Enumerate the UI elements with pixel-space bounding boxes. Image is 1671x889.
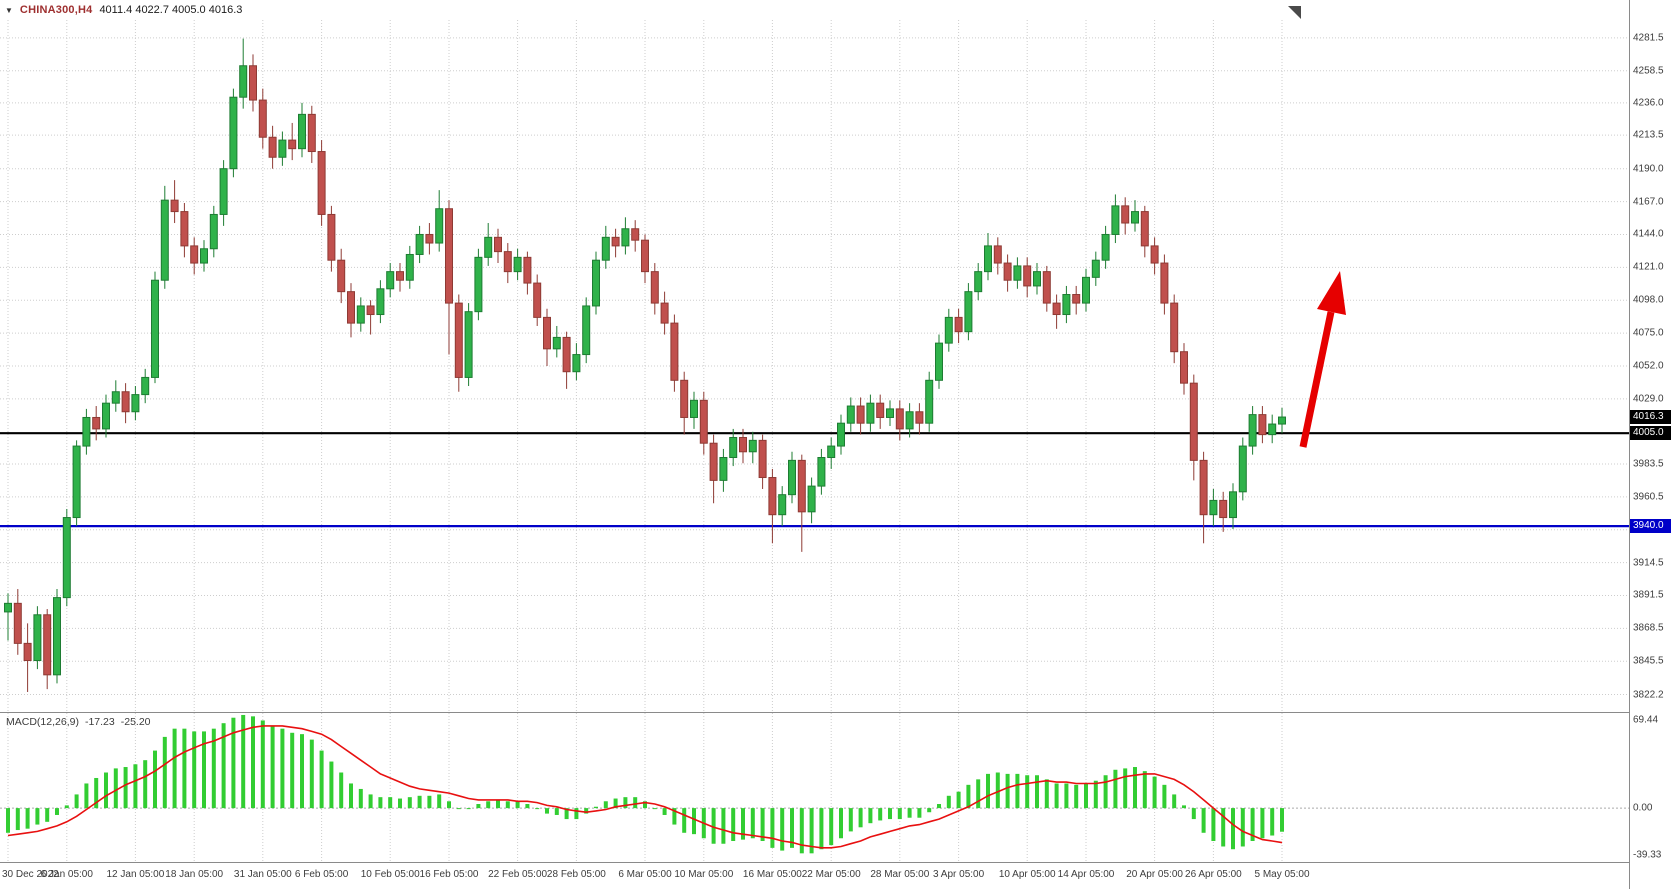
price-tick-label: 4236.0 — [1633, 97, 1664, 109]
time-axis-label: 18 Jan 05:00 — [165, 869, 224, 880]
time-axis-separator — [0, 862, 1671, 863]
chart-header: ▼ CHINA300,H4 4011.4 4022.7 4005.0 4016.… — [5, 4, 242, 16]
price-tick-label: 4281.5 — [1633, 32, 1664, 44]
macd-signal-value: -25.20 — [120, 716, 151, 728]
time-axis-label: 16 Mar 05:00 — [742, 869, 802, 880]
time-axis-label: 6 Feb 05:00 — [294, 869, 349, 880]
time-axis-label: 12 Jan 05:00 — [106, 869, 165, 880]
time-axis-label: 30 Dec 2022 — [2, 869, 59, 880]
time-axis-label: 6 Jan 05:00 — [40, 869, 93, 880]
time-axis-label: 14 Apr 05:00 — [1057, 869, 1115, 880]
time-axis-label: 22 Feb 05:00 — [488, 869, 548, 880]
black-line-price-badge: 4005.0 — [1630, 426, 1671, 441]
time-axis-label: 28 Mar 05:00 — [870, 869, 930, 880]
price-tick-label: 4052.0 — [1633, 360, 1664, 372]
symbol-dropdown-icon[interactable]: ▼ — [5, 5, 13, 15]
ohlc-values: 4011.4 4022.7 4005.0 4016.3 — [99, 4, 243, 16]
price-tick-label: 4098.0 — [1633, 294, 1664, 306]
grid-lines — [0, 20, 1629, 862]
time-axis-label: 16 Feb 05:00 — [419, 869, 479, 880]
time-axis-label: 22 Mar 05:00 — [801, 869, 861, 880]
price-tick-label: 3914.5 — [1633, 557, 1664, 569]
macd-scale-max: 69.44 — [1633, 714, 1659, 726]
price-axis[interactable]: 69.44 0.00 -39.33 4016.3 4005.0 3940.0 4… — [1629, 0, 1671, 889]
macd-histogram — [6, 714, 1284, 854]
candlestick-series — [4, 38, 1286, 692]
price-tick-label: 4258.5 — [1633, 65, 1664, 77]
time-axis-label: 10 Mar 05:00 — [674, 869, 734, 880]
price-tick-label: 4190.0 — [1633, 163, 1664, 175]
price-tick-label: 4213.5 — [1633, 129, 1664, 141]
time-axis-label: 20 Apr 05:00 — [1126, 869, 1183, 880]
macd-signal-line — [7, 725, 1283, 849]
price-tick-label: 4144.0 — [1633, 228, 1664, 240]
price-tick-label: 3960.5 — [1633, 491, 1664, 503]
macd-main-value: -17.23 — [84, 716, 115, 728]
trend-arrow-annotation[interactable] — [1299, 271, 1346, 448]
time-axis-label: 28 Feb 05:00 — [546, 869, 606, 880]
time-axis-label: 10 Feb 05:00 — [360, 869, 420, 880]
time-axis-label: 10 Apr 05:00 — [998, 869, 1056, 880]
price-tick-label: 3891.5 — [1633, 589, 1664, 601]
price-tick-label: 4121.0 — [1633, 261, 1664, 273]
price-tick-label: 4167.0 — [1633, 196, 1664, 208]
time-axis-label: 26 Apr 05:00 — [1185, 869, 1242, 880]
symbol-title: CHINA300,H4 — [19, 4, 93, 16]
price-tick-label: 3822.2 — [1633, 689, 1664, 701]
chart-shift-marker[interactable] — [1288, 6, 1301, 19]
time-axis-label: 3 Apr 05:00 — [933, 869, 985, 880]
macd-scale-min: -39.33 — [1633, 849, 1662, 861]
current-price-badge: 4016.3 — [1630, 410, 1671, 425]
macd-indicator-label: MACD(12,26,9) -17.23 -25.20 — [6, 716, 151, 728]
macd-scale-zero: 0.00 — [1633, 802, 1653, 814]
pane-separator[interactable] — [0, 712, 1671, 713]
time-axis-label: 31 Jan 05:00 — [233, 869, 292, 880]
price-tick-label: 4075.0 — [1633, 327, 1664, 339]
support-line-price-badge: 3940.0 — [1630, 519, 1671, 534]
time-axis[interactable]: 30 Dec 2022 6 Jan 05:00 12 Jan 05:00 18 Jan… — [0, 862, 1629, 889]
price-tick-label: 3868.5 — [1633, 622, 1664, 634]
price-tick-label: 3983.5 — [1633, 458, 1664, 470]
price-tick-label: 4029.0 — [1633, 393, 1664, 405]
time-axis-label: 5 May 05:00 — [1254, 869, 1310, 880]
price-tick-label: 3845.5 — [1633, 655, 1664, 667]
time-axis-label: 6 Mar 05:00 — [618, 869, 672, 880]
macd-name: MACD(12,26,9) — [6, 716, 79, 728]
